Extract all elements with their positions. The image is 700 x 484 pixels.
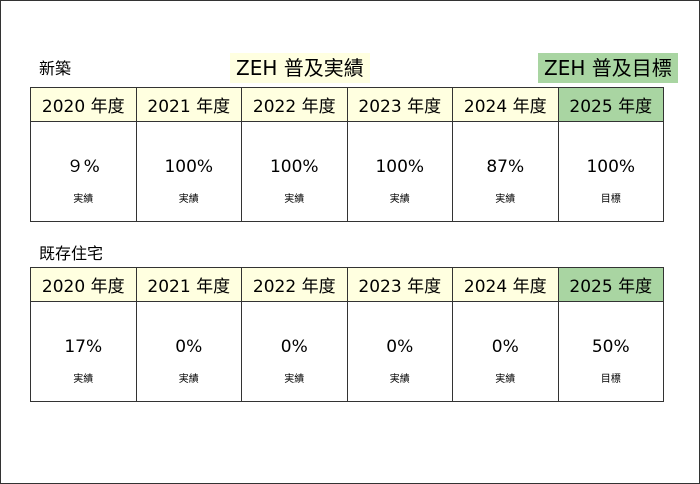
kind-label: 実績 [389, 194, 410, 205]
value-cell: 100% 実績 [346, 121, 453, 222]
value: 100% [269, 157, 319, 177]
new-build-header-row: 2020 年度 2021 年度 2022 年度 2023 年度 2024 年度 … [30, 87, 664, 122]
year-header: 2023 年度 [346, 267, 453, 302]
year-header: 2024 年度 [452, 87, 559, 122]
value-cell: 87% 実績 [452, 121, 559, 222]
year-header: 2020 年度 [30, 87, 137, 122]
kind-label: 実績 [73, 374, 94, 385]
value-cell: 50% 目標 [557, 301, 664, 402]
value-cell: ９% 実績 [30, 121, 137, 222]
value-cell: 17% 実績 [30, 301, 137, 402]
year-header-target: 2025 年度 [557, 267, 664, 302]
new-build-label: 新築 [39, 59, 72, 78]
kind-label: 実績 [73, 194, 94, 205]
kind-label: 目標 [600, 194, 621, 205]
value-cell: 0% 実績 [452, 301, 559, 402]
existing-label: 既存住宅 [39, 244, 104, 263]
year-header-target: 2025 年度 [557, 87, 664, 122]
year-header: 2020 年度 [30, 267, 137, 302]
kind-label: 実績 [284, 194, 305, 205]
value: 0% [175, 337, 203, 357]
value: 87% [486, 157, 525, 177]
value: 50% [591, 337, 630, 357]
kind-label: 実績 [178, 194, 199, 205]
value-cell: 100% 目標 [557, 121, 664, 222]
value: 17% [64, 337, 103, 357]
year-header: 2022 年度 [241, 267, 348, 302]
existing-header-row: 2020 年度 2021 年度 2022 年度 2023 年度 2024 年度 … [30, 267, 664, 302]
kind-label: 実績 [389, 374, 410, 385]
new-build-table: 2020 年度 2021 年度 2022 年度 2023 年度 2024 年度 … [30, 87, 664, 222]
value-cell: 100% 実績 [135, 121, 242, 222]
kind-label: 目標 [600, 374, 621, 385]
value-cell: 0% 実績 [135, 301, 242, 402]
year-header: 2021 年度 [135, 87, 242, 122]
existing-value-row: 17% 実績 0% 実績 0% 実績 0% 実績 0% 実績 50% 目標 [30, 301, 664, 402]
kind-label: 実績 [284, 374, 305, 385]
value: 0% [386, 337, 414, 357]
year-header: 2023 年度 [346, 87, 453, 122]
kind-label: 実績 [495, 374, 516, 385]
value: 100% [375, 157, 425, 177]
value-cell: 0% 実績 [346, 301, 453, 402]
target-title: ZEH 普及目標 [538, 53, 678, 83]
year-header: 2024 年度 [452, 267, 559, 302]
kind-label: 実績 [178, 374, 199, 385]
kind-label: 実績 [495, 194, 516, 205]
value: 0% [491, 337, 519, 357]
value: 100% [586, 157, 636, 177]
value-cell: 0% 実績 [241, 301, 348, 402]
actual-title: ZEH 普及実績 [230, 53, 370, 83]
value-cell: 100% 実績 [241, 121, 348, 222]
year-header: 2021 年度 [135, 267, 242, 302]
value: ９% [66, 157, 100, 177]
new-build-value-row: ９% 実績 100% 実績 100% 実績 100% 実績 87% 実績 100% 目標 [30, 121, 664, 222]
existing-table: 2020 年度 2021 年度 2022 年度 2023 年度 2024 年度 … [30, 267, 664, 402]
value: 100% [164, 157, 214, 177]
value: 0% [280, 337, 308, 357]
year-header: 2022 年度 [241, 87, 348, 122]
